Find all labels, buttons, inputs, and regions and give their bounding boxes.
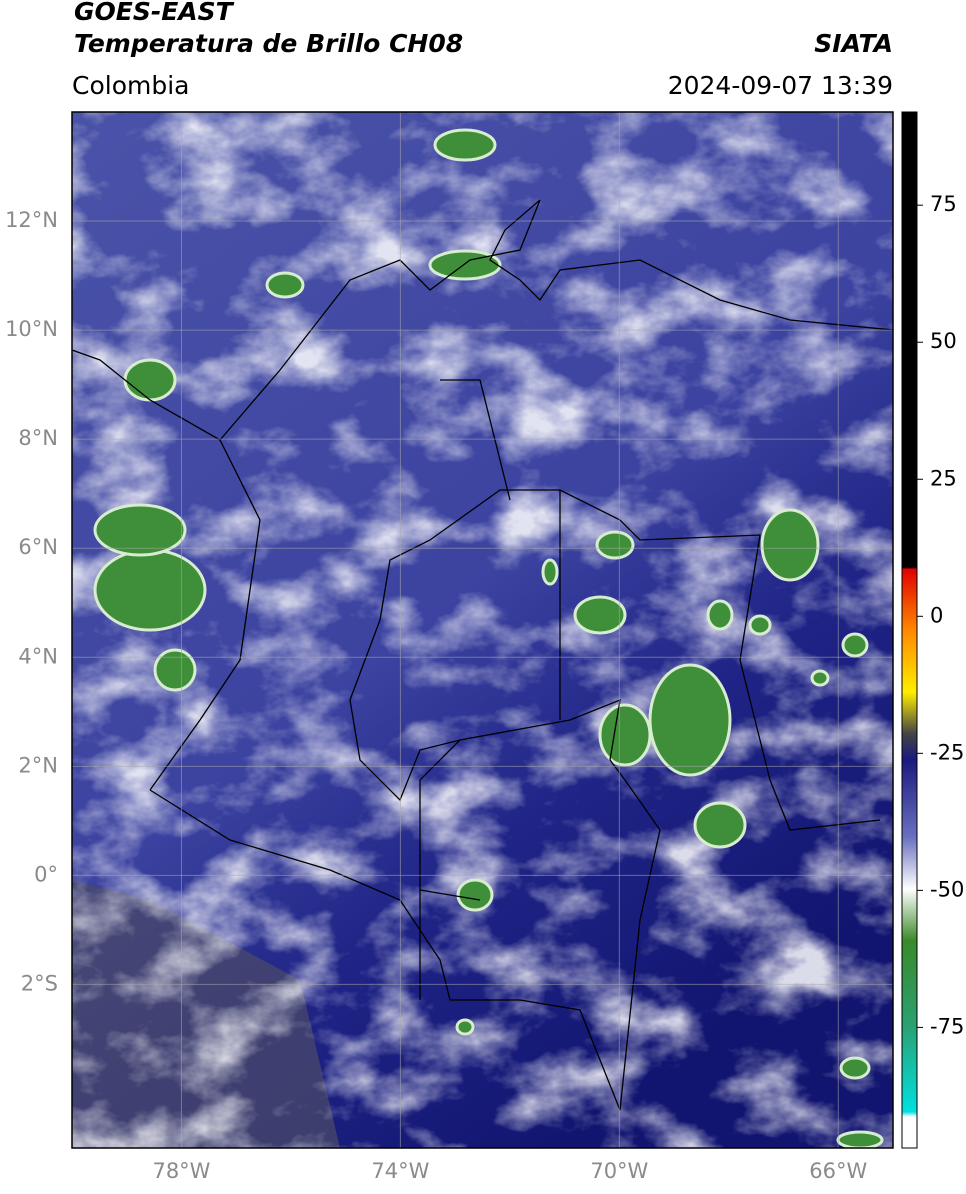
y-tick-label: 6°N [18,535,58,559]
source: SIATA [814,29,893,58]
graticule [72,112,893,1148]
y-tick-label: 10°N [5,317,58,341]
colorbar-tick-label: 50 [930,329,957,353]
satellite-image [72,112,893,1148]
y-tick-label: 2°N [18,753,58,777]
colorbar [901,111,918,1149]
colorbar-tick-label: 25 [930,466,957,490]
y-tick-label: 8°N [18,426,58,450]
timestamp: 2024-09-07 13:39 [668,71,893,100]
subtitle: Temperatura de Brillo CH08 [74,29,463,58]
x-tick-label: 66°W [809,1159,867,1183]
y-tick-label: 12°N [5,208,58,232]
y-tick-label: 0° [34,862,58,886]
y-tick-label: 2°S [21,971,58,995]
title: GOES-EAST [74,0,235,26]
colorbar-tick-label: 0 [930,603,943,627]
map-frame [71,111,894,1149]
borders [72,199,893,1111]
colorbar-tick-label: -50 [930,877,964,901]
colorbar-tick-label: -75 [930,1014,964,1038]
colorbar-tick-label: 75 [930,192,957,216]
y-tick-label: 4°N [18,644,58,668]
colorbar-tick-label: -25 [930,740,964,764]
region: Colombia [72,71,189,100]
x-tick-label: 78°W [152,1159,210,1183]
x-tick-label: 70°W [590,1159,648,1183]
x-tick-label: 74°W [371,1159,429,1183]
